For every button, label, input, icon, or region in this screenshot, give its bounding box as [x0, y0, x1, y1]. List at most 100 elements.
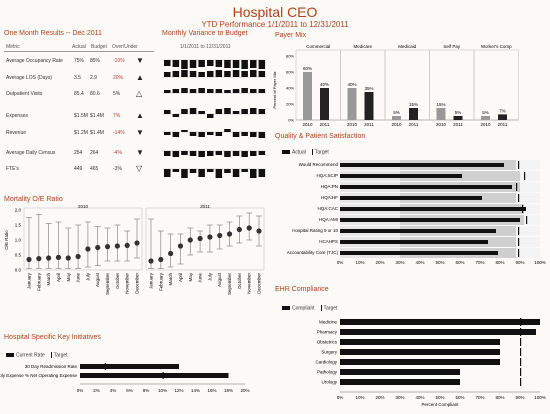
- variance-range: 1/1/2011 to 12/31/2011: [180, 44, 231, 50]
- initiative-xtick: 6%: [126, 388, 133, 393]
- variance-bar: [215, 70, 223, 77]
- ehr-xtick: 50%: [435, 395, 444, 400]
- ehr-xtick: 20%: [375, 395, 384, 400]
- initiative-label: 30 Day Readmission Rate: [25, 364, 78, 369]
- variance-bar: [215, 60, 223, 67]
- ehr-label: Cardiology: [315, 360, 337, 365]
- variance-bar: [224, 108, 231, 114]
- mortality-month-label: May: [188, 272, 193, 281]
- mortality-month-label: March: [46, 273, 51, 286]
- quality-xtick: 10%: [355, 260, 364, 265]
- variance-bar: [198, 60, 205, 67]
- payer-bar: [320, 88, 329, 120]
- quality-label: HQA:AMI: [319, 217, 338, 222]
- quality-target-tick: [518, 249, 520, 257]
- mortality-month-label: August: [217, 272, 222, 287]
- variance-bar: [224, 169, 231, 173]
- variance-bar: [250, 151, 257, 156]
- mortality-title: Mortality O/E Ratio: [4, 196, 63, 203]
- variance-bar: [164, 169, 171, 177]
- quality-label: HCAHPS: [319, 239, 338, 244]
- quality-band: [516, 226, 540, 236]
- mortality-panel: [145, 207, 265, 271]
- variance-bar: [258, 109, 266, 114]
- variance-bar: [241, 109, 248, 114]
- variance-bar: [198, 88, 205, 93]
- payer-bar-label: 15%: [409, 102, 418, 107]
- variance-bar: [258, 71, 266, 77]
- variance-bar: [172, 114, 180, 117]
- ehr-target-tick: [520, 378, 522, 386]
- payer-year-label: 2010: [347, 122, 358, 127]
- initiative-xtick: 4%: [110, 388, 117, 393]
- metric-label: Expenses: [6, 113, 28, 119]
- metric-overunder: 5%: [113, 91, 121, 97]
- mortality-point: [148, 258, 154, 264]
- payer-bar-label: 40%: [347, 82, 356, 87]
- variance-bar: [250, 89, 257, 93]
- payer-bar: [364, 92, 374, 120]
- legend-target-tick: [311, 149, 313, 155]
- quality-band: [520, 171, 540, 181]
- legend-actual-swatch: [282, 150, 290, 154]
- mortality-point: [246, 225, 252, 231]
- variance-bar: [250, 169, 257, 178]
- payer-bar: [409, 108, 418, 120]
- mortality-ytick: 0.0: [15, 268, 22, 273]
- initiatives-title: Hospital Specific Key Initiatives: [4, 334, 101, 341]
- variance-bar: [224, 151, 231, 157]
- ehr-label: Medicine: [319, 320, 338, 325]
- variance-bar: [207, 114, 214, 118]
- quality-target-tick: [518, 238, 520, 246]
- payer-bar: [303, 72, 312, 120]
- variance-bar: [232, 60, 240, 68]
- table-divider: [4, 51, 154, 52]
- initiative-target-tick: [104, 363, 106, 370]
- variance-bar: [241, 71, 248, 77]
- variance-bar: [181, 60, 188, 69]
- ehr-xtick: 70%: [475, 395, 484, 400]
- variance-bar: [189, 132, 197, 136]
- legend-actual: Actual: [292, 149, 306, 156]
- quality-xtick: 70%: [475, 260, 484, 265]
- variance-bar: [189, 151, 197, 156]
- variance-bar: [172, 89, 180, 93]
- variance-bar: [164, 90, 171, 93]
- metric-label: Average LOS (Days): [6, 75, 53, 81]
- mortality-month-label: December: [135, 273, 140, 294]
- quality-xtick: 40%: [415, 260, 424, 265]
- initiative-xtick: 16%: [207, 388, 216, 393]
- metric-label: Revenue: [6, 130, 27, 136]
- variance-bar: [258, 132, 266, 138]
- metric-budget: 264: [90, 150, 99, 156]
- quality-actual-bar: [340, 163, 504, 167]
- payer-bar: [498, 114, 507, 120]
- legend-target-tick: [320, 305, 322, 311]
- mortality-ylabel: O/E Ratio: [4, 230, 9, 250]
- ehr-target-tick: [520, 318, 522, 326]
- variance-bar: [215, 169, 223, 178]
- variance-bar: [215, 151, 223, 155]
- mortality-point: [26, 256, 32, 263]
- ehr-chart: Medicine Pharmacy Obstetrics Surgery Cardiol…: [315, 318, 546, 407]
- mortality-month-label: June: [198, 273, 203, 283]
- ehr-target-tick: [520, 358, 522, 366]
- metric-overunder: 7%: [113, 113, 121, 119]
- initiatives-chart: 30 Day Readmission Rate Supply Expense % …: [0, 363, 250, 393]
- arrow-up-icon: ▲: [136, 73, 144, 82]
- mortality-panel: [23, 207, 143, 271]
- page-title: Hospital CEO: [232, 4, 318, 20]
- metric-actual: 449: [74, 166, 83, 172]
- mortality-month-label: July: [85, 272, 90, 281]
- mortality-point: [95, 244, 101, 251]
- mortality-point: [65, 255, 71, 261]
- metric-overunder: -14%: [113, 130, 125, 136]
- variance-bar: [224, 71, 231, 77]
- mortality-point: [217, 232, 223, 239]
- payer-year-label: 2010: [391, 122, 402, 127]
- ehr-xtick: 100%: [534, 395, 546, 400]
- payer-bar-label: 5%: [455, 110, 462, 115]
- variance-bar: [232, 169, 240, 177]
- legend-target: Target: [314, 149, 329, 156]
- initiative-xtick: 8%: [143, 388, 150, 393]
